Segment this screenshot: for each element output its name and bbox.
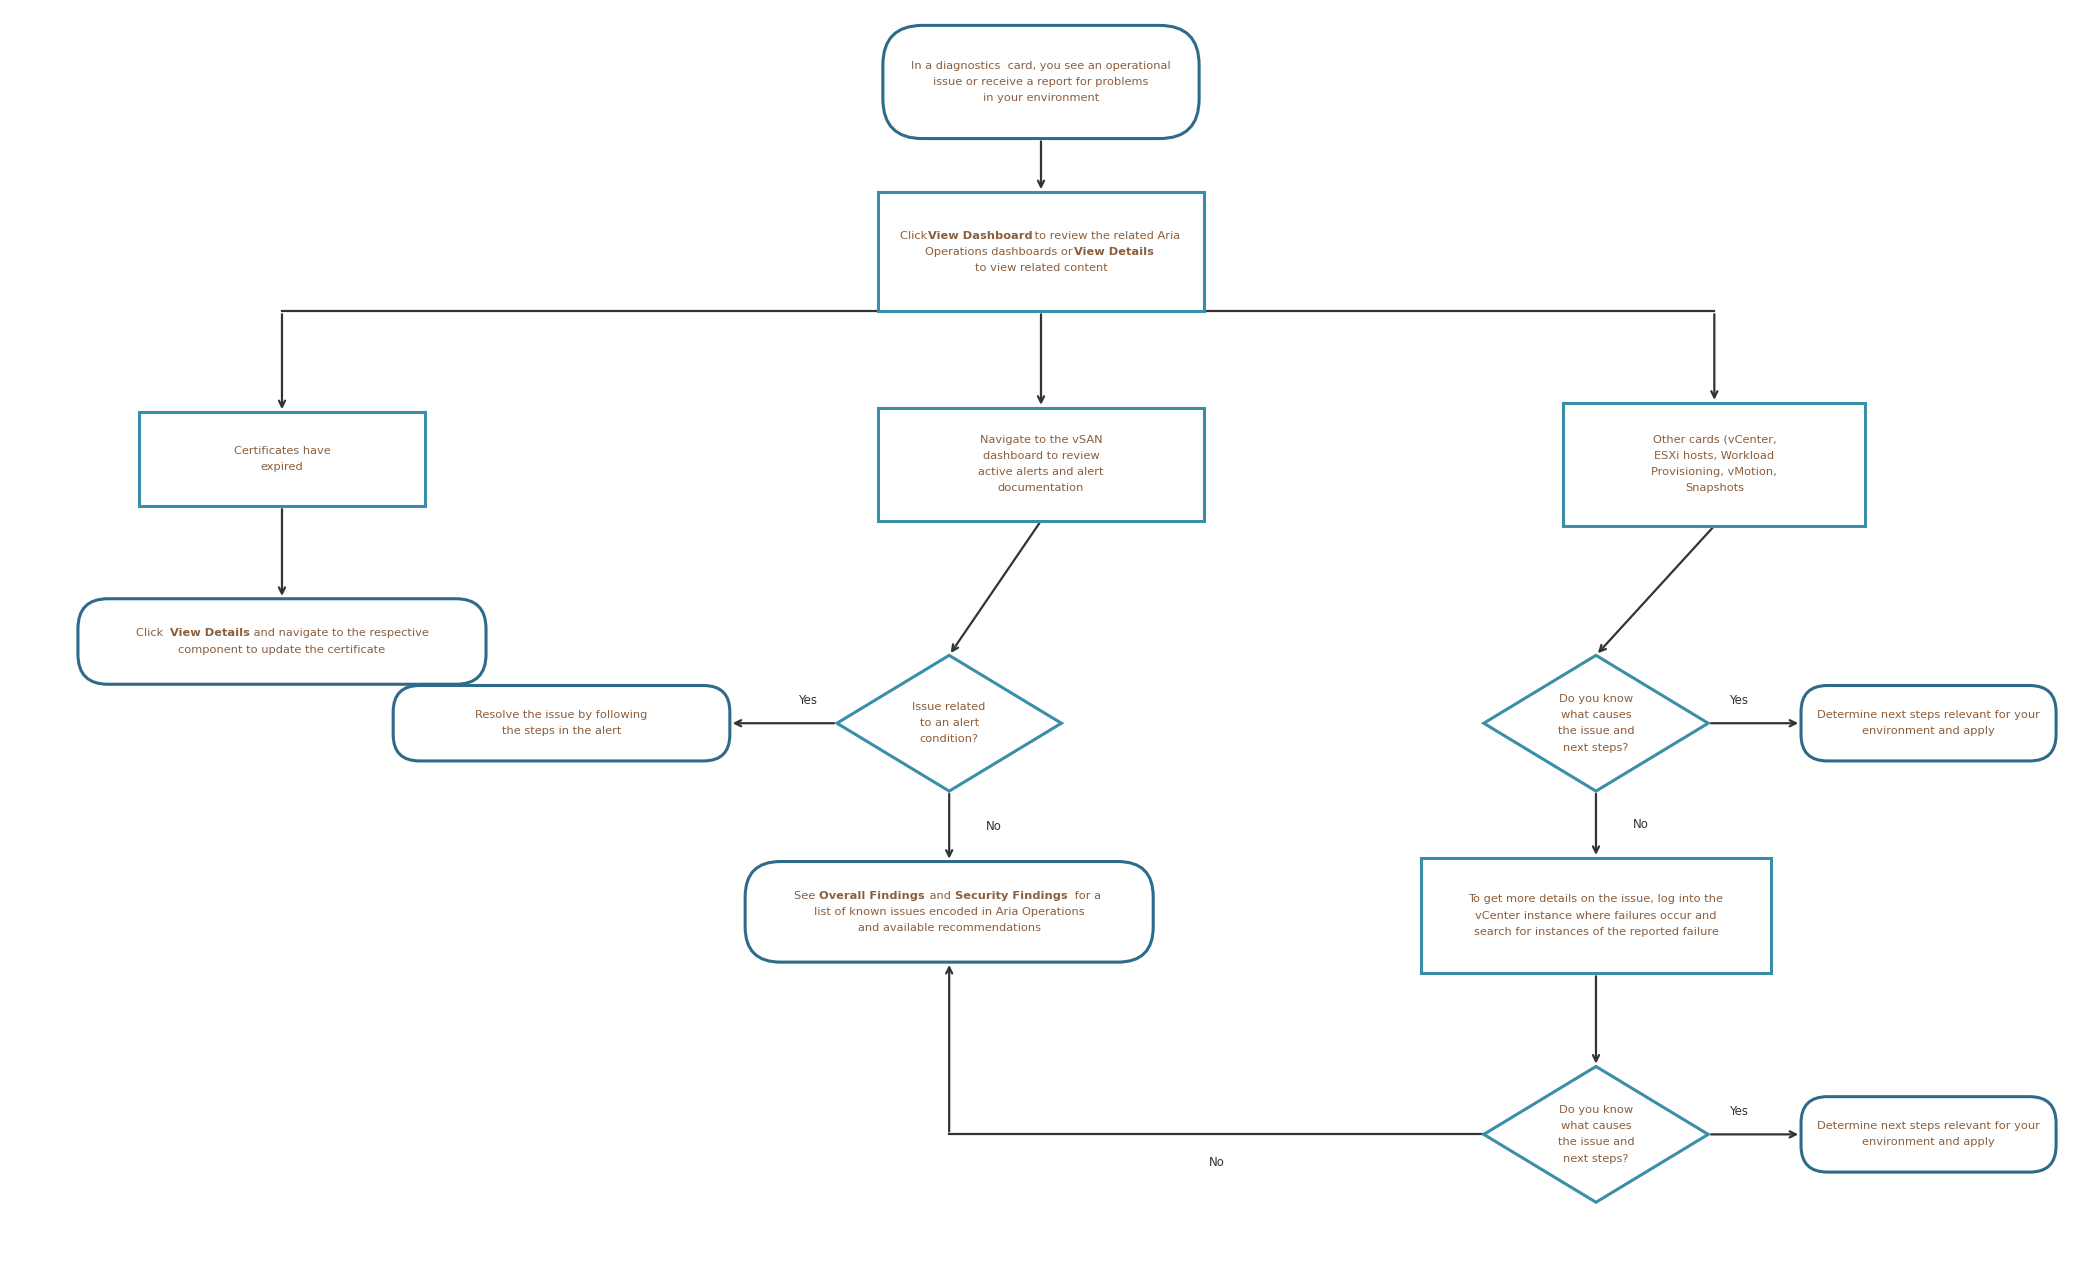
Text: No: No <box>1632 819 1649 831</box>
FancyBboxPatch shape <box>1801 685 2057 761</box>
FancyBboxPatch shape <box>393 685 731 761</box>
Text: for a: for a <box>1070 890 1101 901</box>
Text: what causes: what causes <box>1562 1121 1632 1132</box>
Text: To get more details on the issue, log into the: To get more details on the issue, log in… <box>1468 894 1724 905</box>
Text: to an alert: to an alert <box>920 718 979 729</box>
Text: Issue related: Issue related <box>912 702 987 712</box>
Text: View Details: View Details <box>169 629 250 639</box>
FancyBboxPatch shape <box>1801 1097 2057 1173</box>
Text: the issue and: the issue and <box>1557 726 1634 736</box>
Bar <box>1564 403 1865 526</box>
Text: expired: expired <box>260 462 304 472</box>
Text: No: No <box>987 820 1001 833</box>
FancyBboxPatch shape <box>77 599 485 684</box>
Text: Certificates have: Certificates have <box>233 446 331 455</box>
Text: See: See <box>795 890 818 901</box>
Text: and available recommendations: and available recommendations <box>858 922 1041 933</box>
Text: Determine next steps relevant for your: Determine next steps relevant for your <box>1818 1121 2040 1132</box>
Text: in your environment: in your environment <box>983 94 1099 103</box>
Text: to review the related Aria: to review the related Aria <box>1031 231 1180 240</box>
Text: Yes: Yes <box>797 694 816 707</box>
Text: list of known issues encoded in Aria Operations: list of known issues encoded in Aria Ope… <box>814 907 1085 917</box>
FancyBboxPatch shape <box>745 862 1153 962</box>
Text: In a diagnostics  card, you see an operational: In a diagnostics card, you see an operat… <box>912 60 1170 71</box>
Text: documentation: documentation <box>997 484 1085 494</box>
Text: search for instances of the reported failure: search for instances of the reported fai… <box>1474 926 1718 937</box>
Polygon shape <box>1484 656 1707 792</box>
Text: Provisioning, vMotion,: Provisioning, vMotion, <box>1651 467 1778 477</box>
Text: vCenter instance where failures occur and: vCenter instance where failures occur an… <box>1476 911 1718 921</box>
Text: Snapshots: Snapshots <box>1684 484 1745 494</box>
Text: Do you know: Do you know <box>1559 1105 1632 1115</box>
Text: Resolve the issue by following: Resolve the issue by following <box>475 709 648 720</box>
Text: what causes: what causes <box>1562 709 1632 720</box>
Polygon shape <box>837 656 1062 792</box>
Polygon shape <box>1484 1066 1707 1202</box>
Text: Yes: Yes <box>1728 694 1747 707</box>
Text: Yes: Yes <box>1728 1105 1747 1119</box>
Text: View Details: View Details <box>1074 246 1153 257</box>
Text: and: and <box>926 890 954 901</box>
Text: Navigate to the vSAN: Navigate to the vSAN <box>981 435 1101 445</box>
Text: View Dashboard: View Dashboard <box>929 231 1033 240</box>
Text: issue or receive a report for problems: issue or receive a report for problems <box>933 77 1149 87</box>
Text: Operations dashboards or: Operations dashboards or <box>924 246 1076 257</box>
Text: ESXi hosts, Workload: ESXi hosts, Workload <box>1655 452 1774 461</box>
Text: environment and apply: environment and apply <box>1861 726 1995 736</box>
Text: Click: Click <box>899 231 931 240</box>
Text: the issue and: the issue and <box>1557 1138 1634 1147</box>
FancyBboxPatch shape <box>883 26 1199 139</box>
Text: and navigate to the respective: and navigate to the respective <box>250 629 429 639</box>
Text: Security Findings: Security Findings <box>956 890 1068 901</box>
Text: dashboard to review: dashboard to review <box>983 452 1099 461</box>
Text: environment and apply: environment and apply <box>1861 1138 1995 1147</box>
Bar <box>879 408 1203 521</box>
Text: the steps in the alert: the steps in the alert <box>502 726 620 736</box>
Text: No: No <box>1208 1156 1224 1169</box>
Text: Other cards (vCenter,: Other cards (vCenter, <box>1653 435 1776 445</box>
Text: active alerts and alert: active alerts and alert <box>979 467 1103 477</box>
Bar <box>1420 858 1772 974</box>
Text: component to update the certificate: component to update the certificate <box>179 644 385 654</box>
Text: Do you know: Do you know <box>1559 694 1632 704</box>
Text: condition?: condition? <box>920 734 979 744</box>
Text: Overall Findings: Overall Findings <box>818 890 924 901</box>
Text: Click: Click <box>137 629 167 639</box>
Bar <box>879 192 1203 312</box>
Bar <box>139 412 425 507</box>
Text: next steps?: next steps? <box>1564 1153 1628 1164</box>
Text: Determine next steps relevant for your: Determine next steps relevant for your <box>1818 709 2040 720</box>
Text: next steps?: next steps? <box>1564 743 1628 753</box>
Text: to view related content: to view related content <box>974 263 1108 273</box>
